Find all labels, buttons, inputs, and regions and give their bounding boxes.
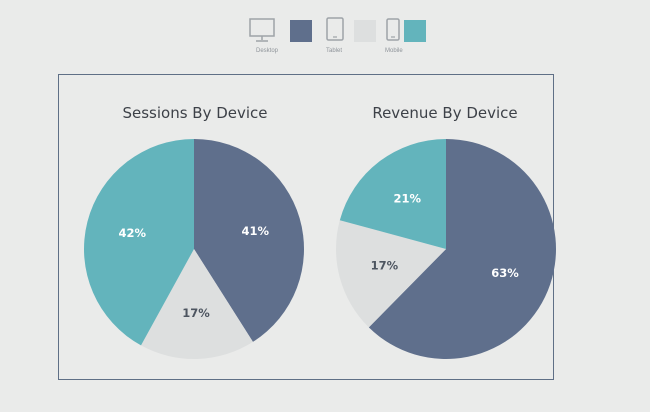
slice-label-sessions-mobile: 42%: [118, 226, 146, 240]
legend-label-tablet: Tablet: [326, 48, 343, 54]
chart-legend: Desktop Tablet Mobile: [248, 14, 438, 60]
chart-title-sessions: Sessions By Device: [122, 104, 268, 122]
legend-swatch-tablet: [354, 20, 376, 42]
slice-label-revenue-tablet: 17%: [371, 259, 399, 273]
slice-label-sessions-desktop: 41%: [242, 224, 270, 238]
mobile-icon: [386, 18, 400, 41]
pie-slice-sessions-tablet: [141, 249, 253, 359]
desktop-icon: [249, 18, 275, 42]
slice-label-sessions-tablet: 17%: [182, 306, 210, 320]
legend-label-mobile: Mobile: [385, 48, 403, 54]
chart-title-revenue: Revenue By Device: [372, 104, 518, 122]
pie-slice-revenue-mobile: [339, 139, 446, 249]
pie-slice-revenue-desktop: [368, 139, 556, 360]
pie-slice-revenue-tablet: [336, 220, 446, 328]
pie-slice-sessions-mobile: [84, 139, 194, 346]
slice-label-revenue-mobile: 21%: [393, 191, 421, 205]
legend-swatch-desktop: [290, 20, 312, 42]
slice-label-revenue-desktop: 63%: [491, 266, 519, 280]
legend-label-desktop: Desktop: [256, 48, 279, 54]
tablet-icon: [326, 17, 344, 41]
pie-slice-sessions-desktop: [194, 139, 304, 342]
legend-swatch-mobile: [404, 20, 426, 42]
